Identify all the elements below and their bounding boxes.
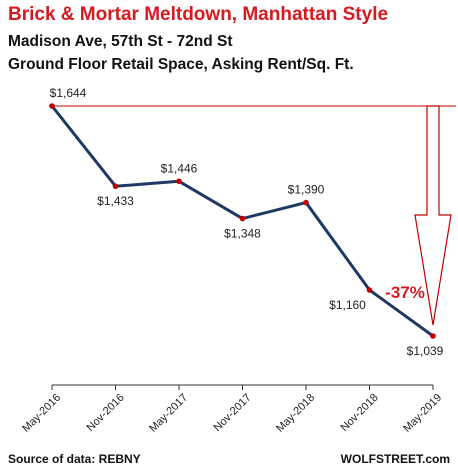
- data-point: [239, 215, 246, 222]
- data-point: [303, 199, 309, 206]
- decline-arrow: [414, 105, 452, 326]
- data-point: [430, 333, 436, 339]
- x-tick-label: Nov-2016: [84, 392, 126, 434]
- credit-label: WOLFSTREET.com: [340, 452, 450, 466]
- data-label: $1,390: [288, 183, 325, 197]
- x-tick-label: Nov-2017: [211, 392, 253, 434]
- data-point: [112, 183, 119, 190]
- x-tick-label: May-2018: [274, 392, 317, 435]
- chart-title: Brick & Mortar Meltdown, Manhattan Style: [8, 4, 389, 25]
- x-tick-label: May-2017: [147, 392, 190, 435]
- data-label: $1,039: [407, 344, 444, 358]
- data-label: $1,446: [161, 161, 198, 175]
- percent-change-annotation: -37%: [385, 283, 425, 302]
- data-point: [176, 178, 182, 185]
- source-note: Source of data: REBNY: [8, 452, 141, 466]
- data-point: [366, 287, 373, 293]
- chart-subtitle-metric: Ground Floor Retail Space, Asking Rent/S…: [8, 56, 354, 73]
- x-tick-label: May-2019: [401, 392, 444, 435]
- data-label: $1,160: [329, 298, 366, 312]
- data-label: $1,433: [97, 194, 134, 208]
- x-tick-label: May-2016: [20, 392, 63, 435]
- data-point: [49, 103, 55, 109]
- x-tick-label: Nov-2018: [338, 392, 380, 434]
- data-label: $1,644: [50, 86, 87, 100]
- data-label: $1,348: [224, 227, 261, 241]
- chart-subtitle-location: Madison Ave, 57th St - 72nd St: [8, 33, 233, 50]
